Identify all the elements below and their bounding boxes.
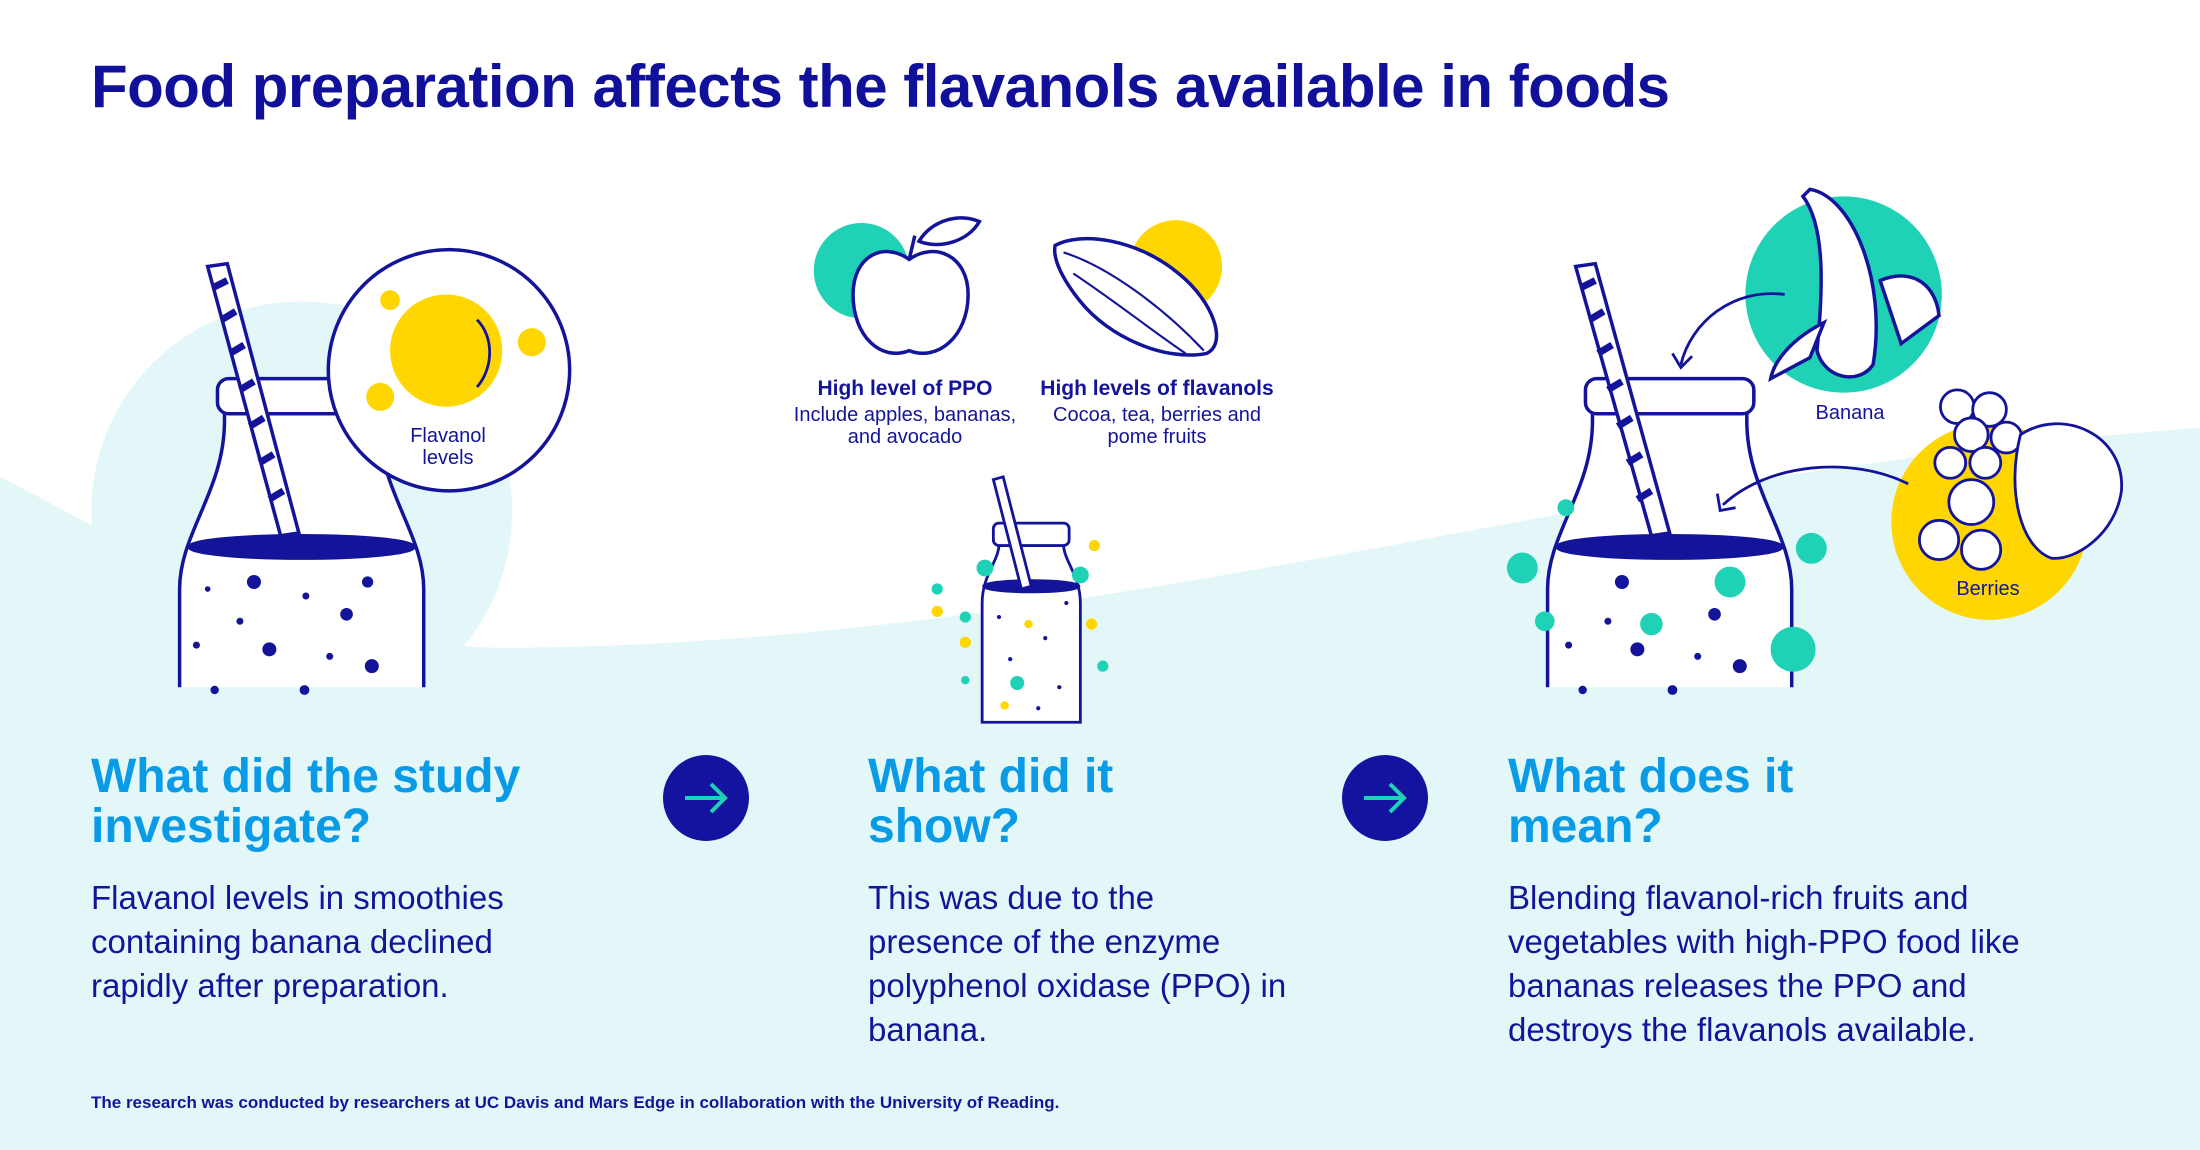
section-1-text: Flavanol levels in smoothies containing … <box>91 879 504 1004</box>
banana-label: Banana <box>1815 402 1885 424</box>
banana-illustration <box>1671 187 1942 393</box>
section-2-text: This was due to the presence of the enzy… <box>868 879 1287 1048</box>
smoothie-jar-2-illustration <box>931 475 1109 724</box>
ppo-heading: High level of PPO <box>817 377 993 400</box>
section-3-heading: What does it mean? <box>1508 750 1794 853</box>
flavanols-label: High levels of flavanols Cocoa, tea, ber… <box>1030 377 1284 449</box>
arrow-right-icon <box>1342 755 1428 841</box>
cocoa-pod-illustration <box>1052 220 1223 357</box>
berries-illustration <box>1715 388 2123 620</box>
section-3-text: Blending flavanol-rich fruits and vegeta… <box>1508 879 2020 1048</box>
smoothie-jar-1-illustration <box>177 261 426 695</box>
apple-illustration <box>813 216 982 355</box>
smoothie-jar-3-illustration <box>1506 261 1827 695</box>
berries-label: Berries <box>1956 578 2020 600</box>
flavanol-levels-label: Flavanol levels <box>410 425 486 469</box>
section-1-heading: What did the study investigate? <box>91 750 521 853</box>
flavanols-text: Cocoa, tea, berries and pome fruits <box>1053 404 1261 448</box>
ppo-text: Include apples, bananas, and avocado <box>793 404 1017 448</box>
flavanol-levels-bubble <box>326 247 572 493</box>
section-2-heading: What did it show? <box>868 750 1114 853</box>
footnote: The research was conducted by researcher… <box>91 1093 1060 1112</box>
arrow-right-icon <box>663 755 749 841</box>
flavanols-heading: High levels of flavanols <box>1040 377 1274 400</box>
page-title: Food preparation affects the flavanols a… <box>91 53 1670 120</box>
ppo-label: High level of PPO Include apples, banana… <box>790 377 1020 449</box>
